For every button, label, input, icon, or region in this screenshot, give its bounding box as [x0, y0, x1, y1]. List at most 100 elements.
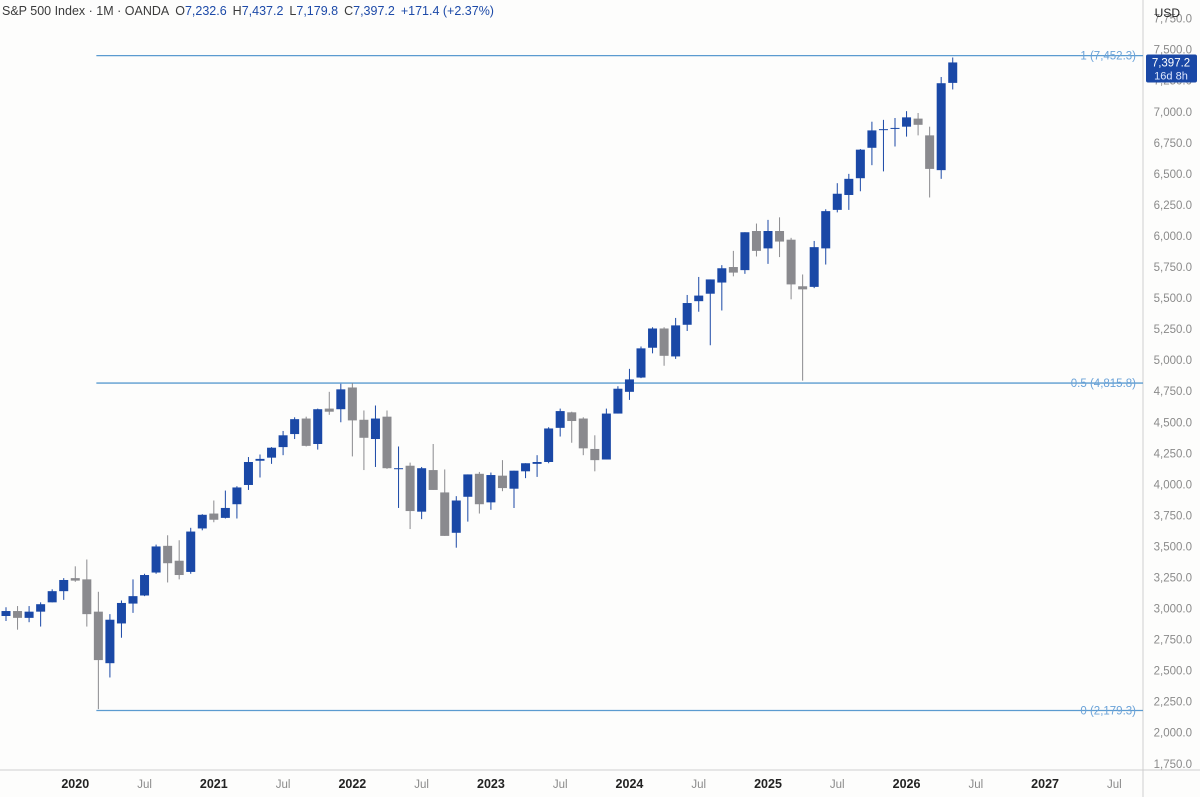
candle-body: [567, 412, 577, 422]
candle: [128, 579, 138, 613]
candle: [671, 317, 681, 359]
month-tick-label: Jul: [276, 779, 291, 791]
candle-body: [13, 611, 23, 618]
separator: ·: [113, 4, 125, 18]
candle-body: [105, 619, 115, 664]
price-tick-label: 2,000.0: [1154, 728, 1192, 740]
price-tick-label: 6,500.0: [1154, 169, 1192, 181]
candle: [197, 514, 207, 531]
candle-body: [474, 473, 484, 505]
candle-body: [671, 325, 681, 357]
interval-label[interactable]: 1M: [96, 4, 114, 18]
price-tick-label: 6,750.0: [1154, 138, 1192, 150]
year-tick-label: 2025: [754, 777, 782, 791]
candle: [59, 578, 69, 600]
candle: [174, 540, 184, 580]
candle: [232, 486, 242, 519]
candle-body: [174, 560, 184, 576]
candle: [936, 77, 946, 179]
change-value: +171.4 (+2.37%): [400, 4, 494, 18]
candle: [544, 427, 554, 464]
time-axis: 2020 Jul 2021 Jul 2022 Jul 2023 Jul 2024 Jul 2025 J…: [61, 777, 1121, 791]
symbol-name[interactable]: S&P 500 Index: [2, 4, 86, 18]
candle-body: [428, 470, 438, 490]
price-tick-label: 5,250.0: [1154, 324, 1192, 336]
candle-body: [809, 247, 819, 287]
price-tick-label: 4,500.0: [1154, 417, 1192, 429]
candle-body: [728, 267, 738, 273]
candle: [555, 408, 565, 437]
candle-body: [775, 231, 785, 242]
candle: [855, 149, 865, 192]
candle-body: [544, 428, 554, 462]
price-tick-label: 6,000.0: [1154, 231, 1192, 243]
candle-body: [948, 62, 958, 83]
year-tick-label: 2026: [893, 777, 921, 791]
candle: [809, 240, 819, 289]
candle-body: [324, 408, 334, 412]
price-tick-label: 4,000.0: [1154, 479, 1192, 491]
price-tick-label: 2,750.0: [1154, 635, 1192, 647]
high-label: H: [232, 4, 242, 18]
candle: [370, 405, 380, 467]
candle-body: [832, 193, 842, 210]
candle-body: [636, 348, 646, 378]
candle-body: [151, 546, 161, 573]
candle-body: [290, 419, 300, 435]
low-value: 7,179.8: [296, 4, 339, 18]
candle: [798, 274, 808, 381]
candle-body: [370, 418, 380, 440]
candle-body: [82, 579, 92, 615]
candle: [659, 327, 669, 366]
price-axis: 1,750.0 2,000.0 2,250.0 2,500.0 2,750.0 3,000…: [1154, 14, 1192, 771]
candle-body: [590, 448, 600, 461]
candle: [948, 57, 958, 90]
open-value: 7,232.6: [184, 4, 227, 18]
candle: [740, 232, 750, 274]
candle-body: [267, 447, 277, 458]
candle: [751, 223, 761, 257]
candle-body: [1, 611, 11, 616]
candle: [567, 411, 577, 443]
candle: [521, 463, 531, 479]
candle: [821, 209, 831, 265]
currency-label[interactable]: USD: [1154, 6, 1180, 20]
price-tick-label: 5,500.0: [1154, 293, 1192, 305]
chart-legend: S&P 500 Index · 1M · OANDA O 7,232.6 H 7…: [2, 4, 494, 18]
candle-body: [740, 232, 750, 271]
candle-body: [186, 531, 196, 572]
candle-body: [902, 117, 912, 127]
fib-level-label: 0.5 (4,815.8): [1071, 378, 1136, 390]
price-tick-label: 3,000.0: [1154, 604, 1192, 616]
price-tick-label: 4,750.0: [1154, 386, 1192, 398]
candle: [624, 368, 634, 400]
candle: [290, 417, 300, 440]
price-tick-label: 5,000.0: [1154, 355, 1192, 367]
candle-body: [347, 387, 357, 421]
candle: [220, 490, 230, 519]
candle-body: [936, 83, 946, 171]
candle-body: [93, 611, 103, 661]
candle: [394, 446, 404, 508]
candle-body: [59, 579, 69, 592]
price-tick-label: 4,250.0: [1154, 448, 1192, 460]
separator: ·: [85, 4, 97, 18]
candle: [925, 126, 935, 198]
price-tick-label: 3,750.0: [1154, 510, 1192, 522]
candle: [105, 614, 115, 678]
candle-body: [659, 328, 669, 356]
price-tick-label: 1,750.0: [1154, 759, 1192, 771]
candle-body: [255, 458, 265, 461]
candle: [255, 454, 265, 478]
candle: [890, 117, 900, 147]
candle-body: [624, 379, 634, 392]
price-tick-label: 7,500.0: [1154, 45, 1192, 57]
candle: [763, 219, 773, 264]
low-label: L: [289, 4, 297, 18]
candle-body: [382, 416, 392, 469]
candle-body: [440, 492, 450, 536]
candle-body: [763, 231, 773, 249]
candle: [140, 573, 150, 597]
